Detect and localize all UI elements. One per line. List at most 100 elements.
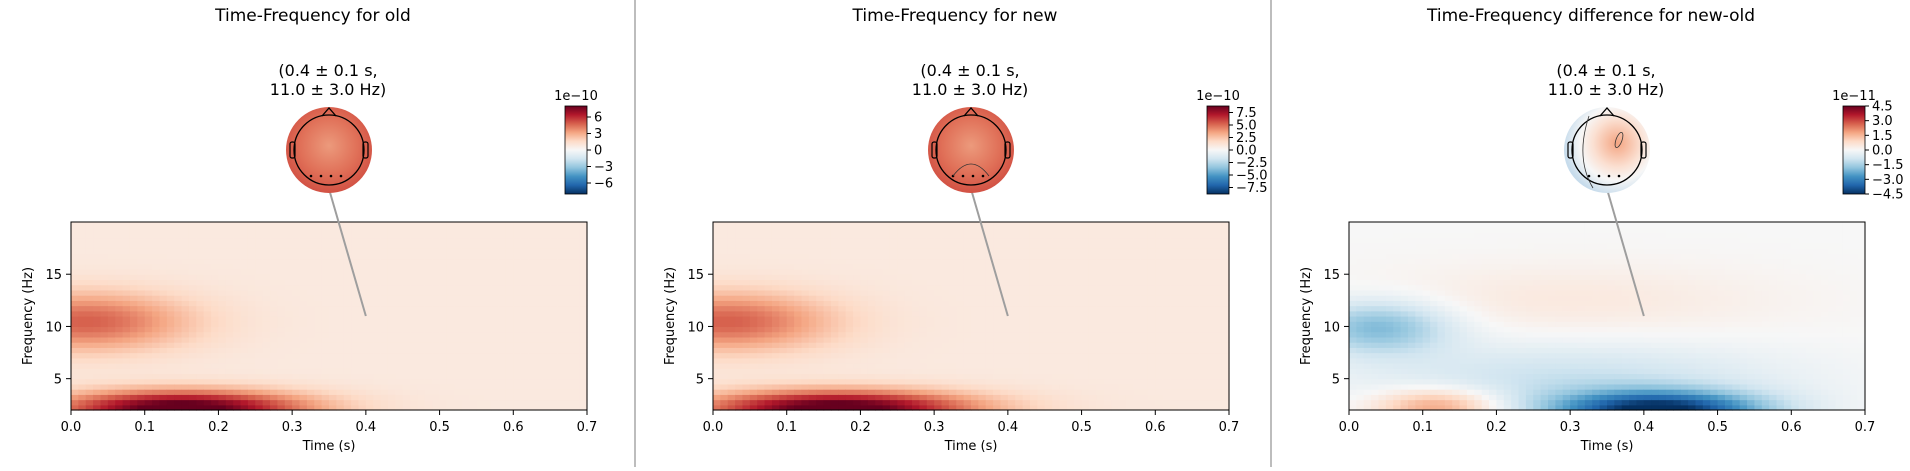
heatmap-cell	[167, 279, 175, 285]
heatmap-cell	[1192, 389, 1200, 395]
heatmap-cell	[189, 290, 197, 296]
heatmap-cell	[728, 300, 736, 306]
heatmap-cell	[196, 337, 204, 343]
heatmap-cell	[927, 238, 935, 244]
heatmap-cell	[491, 269, 499, 275]
heatmap-cell	[1155, 269, 1163, 275]
heatmap-cell	[765, 290, 773, 296]
heatmap-cell	[123, 222, 131, 228]
heatmap-cell	[550, 353, 558, 359]
heatmap-cell	[868, 295, 876, 301]
heatmap-cell	[1052, 358, 1060, 364]
heatmap-cell	[521, 400, 529, 406]
heatmap-cell	[499, 269, 507, 275]
heatmap-cell	[580, 389, 588, 395]
heatmap-cell	[189, 347, 197, 353]
heatmap-cell	[728, 290, 736, 296]
heatmap-cell	[123, 363, 131, 369]
heatmap-cell	[572, 253, 580, 259]
heatmap-cell	[720, 222, 728, 228]
heatmap-cell	[964, 337, 972, 343]
heatmap-cell	[373, 290, 381, 296]
heatmap-cell	[226, 300, 234, 306]
heatmap-cell	[1045, 274, 1053, 280]
heatmap-cell	[285, 259, 293, 265]
heatmap-cell	[403, 326, 411, 332]
heatmap-cell	[351, 259, 359, 265]
heatmap-cell	[956, 384, 964, 390]
heatmap-cell	[211, 253, 219, 259]
heatmap-cell	[1104, 306, 1112, 312]
heatmap-cell	[417, 285, 425, 291]
heatmap-cell	[824, 373, 832, 379]
heatmap-cell	[388, 311, 396, 317]
heatmap-cell	[513, 326, 521, 332]
heatmap-cell	[182, 358, 190, 364]
heatmap-cell	[1023, 264, 1031, 270]
heatmap-cell	[912, 353, 920, 359]
heatmap-cell	[964, 316, 972, 322]
heatmap-cell	[130, 394, 138, 400]
heatmap-cell	[1155, 379, 1163, 385]
heatmap-cell	[395, 347, 403, 353]
heatmap-cell	[462, 222, 470, 228]
heatmap-cell	[115, 368, 123, 374]
heatmap-cell	[853, 358, 861, 364]
heatmap-cell	[344, 363, 352, 369]
heatmap-cell	[1111, 274, 1119, 280]
heatmap-cell	[735, 222, 743, 228]
heatmap-cell	[986, 306, 994, 312]
heatmap-cell	[425, 295, 433, 301]
heatmap-cell	[115, 232, 123, 238]
heatmap-cell	[189, 379, 197, 385]
heatmap-cell	[484, 295, 492, 301]
heatmap-cell	[565, 342, 573, 348]
heatmap-cell	[971, 394, 979, 400]
heatmap-cell	[1185, 222, 1193, 228]
heatmap-cell	[765, 306, 773, 312]
heatmap-cell	[1015, 347, 1023, 353]
heatmap-cell	[565, 253, 573, 259]
heatmap-cell	[218, 274, 226, 280]
heatmap-cell	[344, 347, 352, 353]
heatmap-cell	[550, 248, 558, 254]
heatmap-cell	[263, 347, 271, 353]
heatmap-cell	[351, 389, 359, 395]
heatmap-cell	[410, 306, 418, 312]
heatmap-cell	[145, 347, 153, 353]
heatmap-cell	[1096, 248, 1104, 254]
heatmap-cell	[964, 400, 972, 406]
heatmap-cell	[410, 264, 418, 270]
heatmap-cell	[506, 337, 514, 343]
heatmap-cell	[1104, 347, 1112, 353]
heatmap-cell	[130, 259, 138, 265]
heatmap-cell	[1155, 248, 1163, 254]
heatmap-cell	[868, 311, 876, 317]
heatmap-cell	[462, 285, 470, 291]
heatmap-cell	[1074, 389, 1082, 395]
heatmap-cell	[897, 342, 905, 348]
heatmap-cell	[986, 269, 994, 275]
heatmap-cell	[860, 279, 868, 285]
heatmap-cell	[263, 264, 271, 270]
heatmap-cell	[1015, 321, 1023, 327]
heatmap-cell	[395, 400, 403, 406]
heatmap-cell	[292, 295, 300, 301]
heatmap-cell	[189, 326, 197, 332]
heatmap-cell	[226, 384, 234, 390]
heatmap-cell	[919, 269, 927, 275]
heatmap-cell	[432, 279, 440, 285]
heatmap-cell	[919, 238, 927, 244]
heatmap-cell	[1052, 363, 1060, 369]
heatmap-cell	[93, 259, 101, 265]
heatmap-cell	[167, 337, 175, 343]
heatmap-cell	[248, 259, 256, 265]
heatmap-cell	[381, 232, 389, 238]
heatmap-cell	[971, 285, 979, 291]
heatmap-cell	[550, 306, 558, 312]
heatmap-cell	[1074, 347, 1082, 353]
heatmap-cell	[226, 353, 234, 359]
heatmap-cell	[329, 238, 337, 244]
heatmap-cell	[1200, 306, 1208, 312]
heatmap-cell	[469, 347, 477, 353]
